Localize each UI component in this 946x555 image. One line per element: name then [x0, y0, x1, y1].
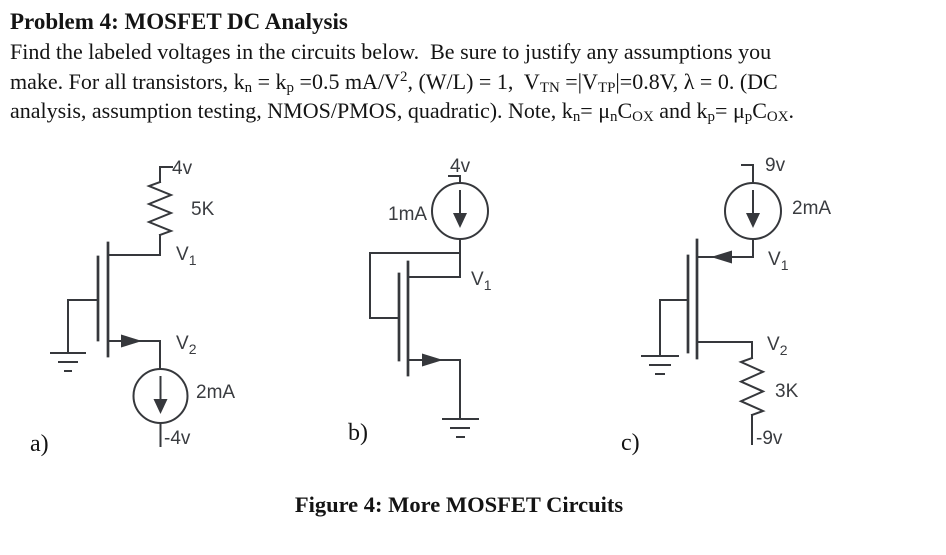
- current-arrow-head: [453, 213, 467, 228]
- circuit-c-designator: c): [621, 430, 640, 456]
- vdd-rail-label: 4v: [450, 156, 471, 177]
- source-arrow: [422, 353, 443, 367]
- resistor-value-label: 5K: [191, 199, 215, 220]
- current-source-label: 2mA: [196, 382, 235, 403]
- vss-rail-label: -4v: [164, 428, 191, 449]
- vss-rail-label: -9v: [756, 428, 783, 449]
- circuit-a-diagram: 4v 5K V1 V2 2mA -4v a): [30, 158, 235, 457]
- circuit-c-diagram: 9v 2mA V1 V2 3K -9v c): [621, 155, 831, 456]
- vdd-rail-label: 9v: [765, 155, 786, 176]
- resistor-symbol: [146, 180, 174, 237]
- vdd-rail-label: 4v: [172, 158, 193, 179]
- circuit-b-designator: b): [348, 420, 368, 446]
- current-arrow-head: [746, 213, 760, 228]
- gate-feedback-wire: [369, 252, 461, 319]
- node-v1-label: V1: [471, 269, 492, 293]
- node-v2-label: V2: [176, 333, 197, 357]
- resistor-value-label: 3K: [775, 381, 799, 402]
- drain-wire: [107, 234, 161, 256]
- circuit-b-diagram: 4v 1mA V1 b): [348, 156, 492, 446]
- node-v2-label: V2: [767, 334, 788, 358]
- source-arrow: [121, 334, 142, 348]
- current-arrow-head: [153, 399, 168, 414]
- problem-statement: Problem 4: MOSFET DC Analysis Find the l…: [10, 7, 940, 126]
- current-source-label: 2mA: [792, 198, 831, 219]
- gate-to-ground-wire: [67, 299, 99, 353]
- gate-to-ground-wire: [659, 299, 689, 356]
- source-arrow: [711, 250, 732, 264]
- ground-symbol: [50, 352, 86, 372]
- node-v1-label: V1: [176, 244, 197, 268]
- ground-symbol: [641, 355, 679, 375]
- resistor-symbol: [738, 356, 766, 417]
- ground-symbol: [442, 418, 479, 438]
- problem-text-line: make. For all transistors, kn = kp =0.5 …: [10, 68, 778, 96]
- problem-text-line: Find the labeled voltages in the circuit…: [10, 39, 772, 64]
- problem-text-line: analysis, assumption testing, NMOS/PMOS,…: [10, 98, 795, 126]
- current-source-label: 1mA: [388, 204, 427, 225]
- figure-caption: Figure 4: More MOSFET Circuits: [294, 492, 624, 517]
- problem-title: Problem 4: MOSFET DC Analysis: [10, 9, 348, 34]
- node-v1-label: V1: [768, 249, 789, 273]
- circuit-a-designator: a): [30, 431, 49, 457]
